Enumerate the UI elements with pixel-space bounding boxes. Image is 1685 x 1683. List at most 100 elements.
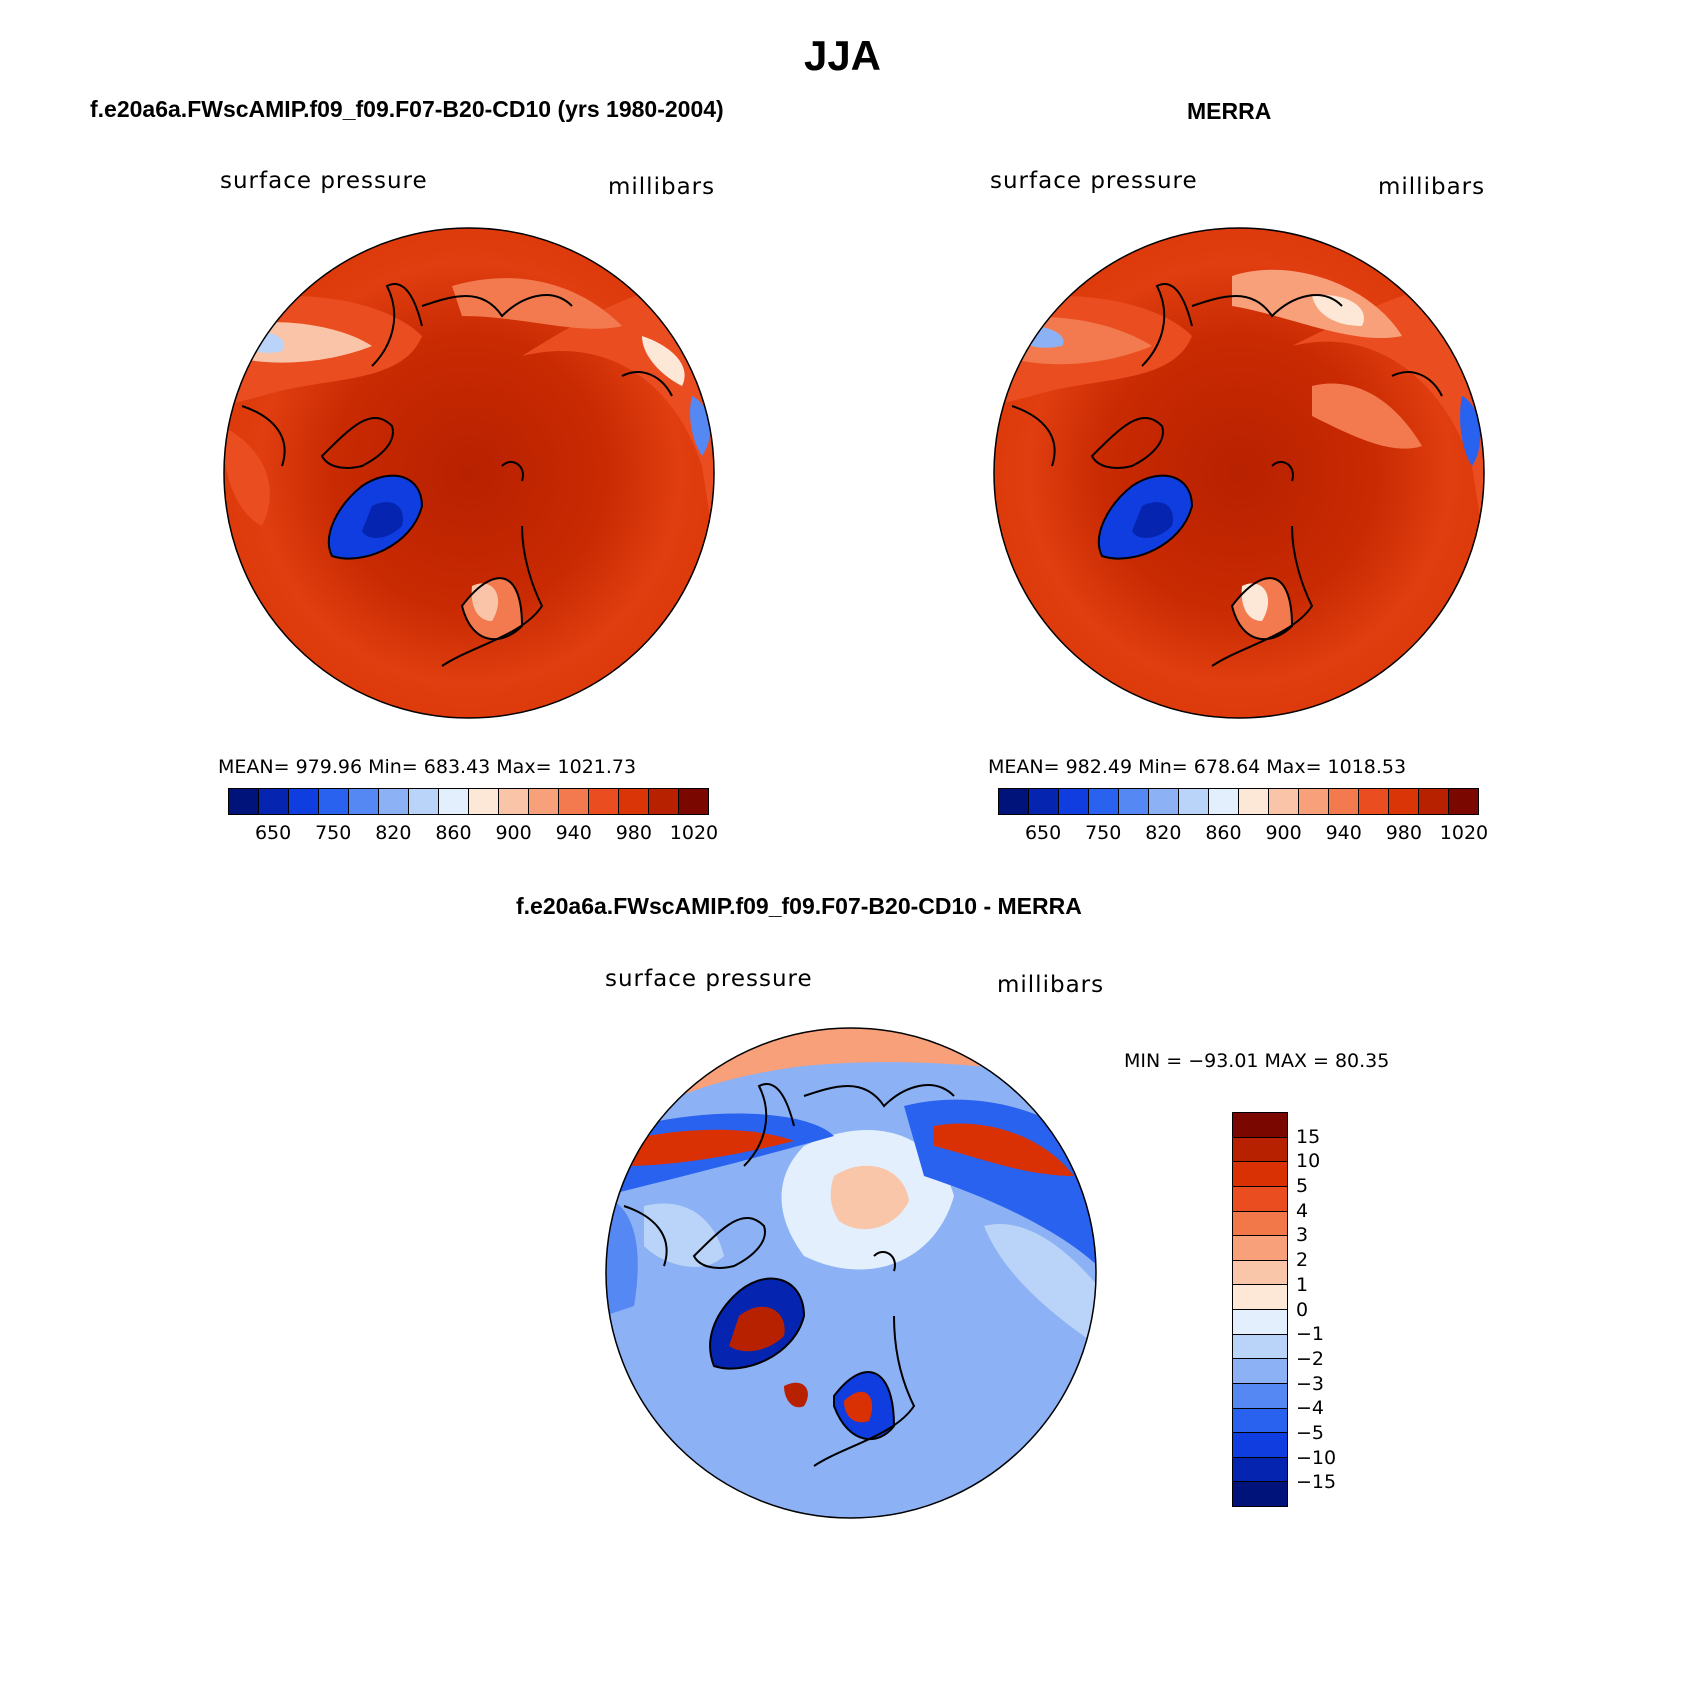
obs-units-label: millibars [1378,174,1486,200]
colorbar-tick-label: 4 [1296,1199,1309,1222]
colorbar-tick-label: 0 [1296,1298,1309,1321]
colorbar-tick-label: 650 [1024,822,1062,844]
colorbar-swatch [1233,1408,1287,1434]
colorbar-swatch [1233,1285,1287,1310]
diff-colorbar [1232,1112,1288,1507]
colorbar-swatch [409,789,439,814]
colorbar-swatch [999,789,1029,814]
colorbar-tick-label: 1020 [1439,822,1489,844]
colorbar-tick-label: 940 [1325,822,1362,844]
colorbar-swatch [1179,789,1209,814]
colorbar-tick-label: 5 [1296,1175,1309,1198]
diff-variable-label: surface pressure [605,966,813,992]
colorbar-swatch [1233,1186,1287,1212]
colorbar-swatch [1209,789,1239,814]
colorbar-tick-label: 1 [1296,1273,1309,1296]
colorbar-swatch [1419,789,1449,814]
colorbar-tick-label: 650 [254,822,292,844]
obs-colorbar [998,788,1479,815]
colorbar-swatch [259,789,289,814]
colorbar-tick-label: −3 [1296,1372,1325,1395]
season-title: JJA [803,32,882,79]
colorbar-swatch [1233,1383,1287,1409]
colorbar-swatch [1233,1113,1287,1138]
obs-variable-label: surface pressure [990,168,1198,194]
colorbar-tick-label: 1020 [669,822,719,844]
colorbar-swatch [1233,1137,1287,1163]
obs-case-title: MERRA [1187,98,1272,124]
model-colorbar-ticks: 650 750 820 860 900 940 980 1020 [228,822,718,846]
colorbar-swatch [1059,789,1089,814]
colorbar-swatch [1233,1457,1287,1483]
difference-title: f.e20a6a.FWscAMIP.f09_f09.F07-B20-CD10 -… [516,893,1082,919]
colorbar-swatch [1233,1482,1287,1506]
colorbar-swatch [1269,789,1299,814]
model-stats: MEAN= 979.96 Min= 683.43 Max= 1021.73 [218,756,637,778]
colorbar-swatch [1149,789,1179,814]
model-units-label: millibars [608,174,716,200]
colorbar-tick-label: 900 [1265,822,1302,844]
model-colorbar [228,788,709,815]
colorbar-swatch [679,789,708,814]
colorbar-swatch [1389,789,1419,814]
colorbar-swatch [1233,1334,1287,1360]
colorbar-swatch [1359,789,1389,814]
colorbar-swatch [1233,1433,1287,1458]
colorbar-tick-label: −10 [1296,1446,1337,1469]
colorbar-swatch [1299,789,1329,814]
obs-colorbar-ticks: 650 750 820 860 900 940 980 1020 [998,822,1488,846]
colorbar-swatch [1233,1359,1287,1384]
colorbar-tick-label: −4 [1296,1397,1325,1420]
colorbar-tick-label: −5 [1296,1421,1325,1444]
colorbar-tick-label: −2 [1296,1347,1325,1370]
colorbar-swatch [1239,789,1269,814]
colorbar-swatch [1449,789,1478,814]
colorbar-swatch [469,789,499,814]
colorbar-swatch [1233,1236,1287,1261]
colorbar-swatch [289,789,319,814]
colorbar-tick-label: −1 [1296,1323,1325,1346]
obs-stats: MEAN= 982.49 Min= 678.64 Max= 1018.53 [988,756,1407,778]
colorbar-tick-label: 900 [495,822,532,844]
colorbar-tick-label: 980 [1385,822,1422,844]
colorbar-swatch [1089,789,1119,814]
colorbar-tick-label: 820 [375,822,412,844]
colorbar-tick-label: 940 [555,822,592,844]
colorbar-swatch [1233,1310,1287,1335]
colorbar-tick-label: 820 [1145,822,1182,844]
diff-polar-map [605,1027,1097,1519]
colorbar-swatch [1233,1260,1287,1286]
obs-polar-map [993,227,1485,719]
colorbar-tick-label: 750 [315,822,352,844]
colorbar-swatch [1329,789,1359,814]
colorbar-swatch [229,789,259,814]
colorbar-swatch [1233,1162,1287,1187]
colorbar-tick-label: 2 [1296,1249,1309,1272]
diff-units-label: millibars [997,972,1105,998]
colorbar-swatch [439,789,469,814]
colorbar-swatch [529,789,559,814]
model-variable-label: surface pressure [220,168,428,194]
colorbar-swatch [319,789,349,814]
colorbar-swatch [1029,789,1059,814]
colorbar-swatch [589,789,619,814]
colorbar-swatch [1233,1211,1287,1237]
colorbar-tick-label: 3 [1296,1224,1309,1247]
diff-colorbar-ticks: 15 10 5 4 3 2 1 0 −1 −2 −3 −4 −5 −10 −15 [1296,1112,1356,1507]
model-case-title: f.e20a6a.FWscAMIP.f09_f09.F07-B20-CD10 (… [90,96,724,122]
colorbar-tick-label: 10 [1296,1150,1321,1173]
colorbar-tick-label: −15 [1296,1471,1337,1494]
model-polar-map [223,227,715,719]
colorbar-tick-label: 750 [1085,822,1122,844]
diff-stats: MIN = −93.01 MAX = 80.35 [1124,1050,1390,1072]
colorbar-swatch [379,789,409,814]
colorbar-tick-label: 860 [1205,822,1242,844]
colorbar-tick-label: 15 [1296,1125,1321,1148]
colorbar-swatch [619,789,649,814]
colorbar-swatch [649,789,679,814]
colorbar-swatch [349,789,379,814]
colorbar-tick-label: 860 [435,822,472,844]
colorbar-swatch [499,789,529,814]
colorbar-swatch [559,789,589,814]
colorbar-tick-label: 980 [615,822,652,844]
